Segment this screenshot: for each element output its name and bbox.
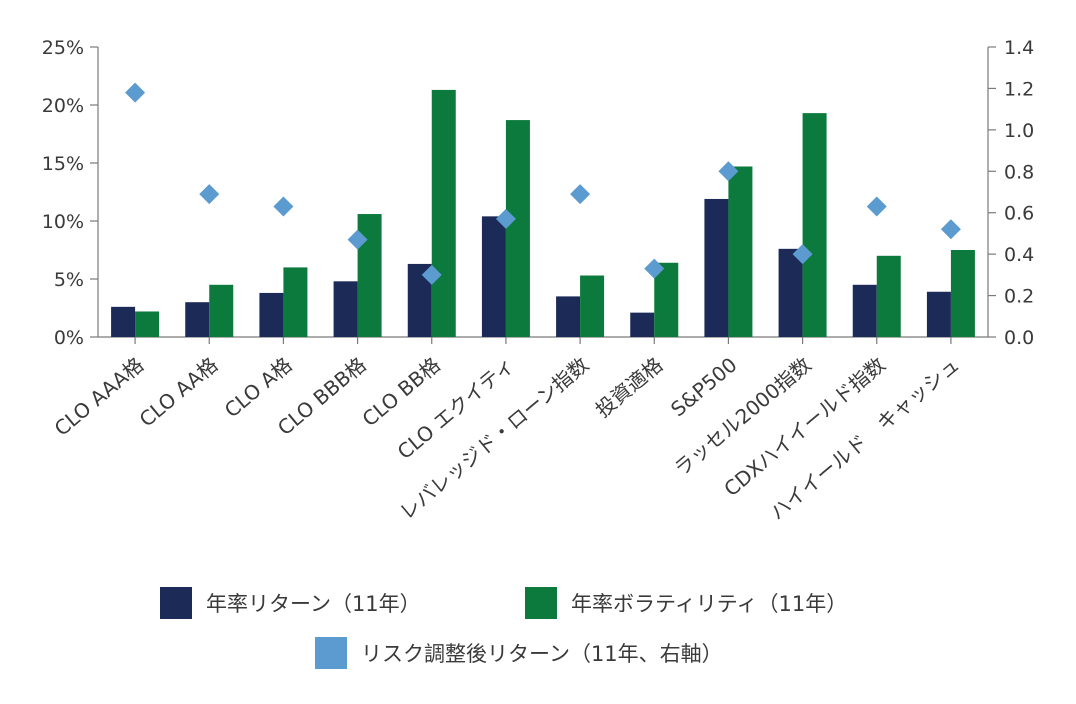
bar-return — [259, 292, 284, 337]
marker-risk-adjusted — [570, 184, 591, 205]
bar-volatility — [876, 255, 901, 337]
bar-volatility — [135, 311, 160, 337]
bar-volatility — [283, 267, 308, 337]
category-label: 投資適格 — [591, 352, 668, 422]
y-left-tick-label: 25% — [42, 37, 84, 59]
bar-return — [111, 306, 136, 337]
marker-risk-adjusted — [792, 244, 813, 265]
bar-return — [185, 302, 210, 337]
bar-return — [778, 248, 803, 337]
y-right-tick-label: 0.8 — [1004, 161, 1034, 183]
legend-item-volatility: 年率ボラティリティ（11年） — [525, 587, 847, 619]
y-right-tick-label: 0.4 — [1004, 244, 1034, 266]
legend-label-risk-adjusted: リスク調整後リターン（11年、右軸） — [361, 642, 723, 666]
bar-return — [704, 198, 729, 337]
legend-item-return: 年率リターン（11年） — [160, 587, 421, 619]
marker-risk-adjusted — [273, 196, 294, 217]
marker-risk-adjusted — [644, 258, 665, 279]
legend-swatch-volatility — [525, 587, 557, 619]
y-left-tick-label: 5% — [54, 269, 84, 291]
y-right-tick-label: 0.2 — [1004, 286, 1034, 308]
legend-swatch-return — [160, 587, 192, 619]
marker-risk-adjusted — [866, 196, 887, 217]
y-left-tick-label: 10% — [42, 211, 84, 233]
marker-risk-adjusted — [940, 219, 961, 240]
y-right-tick-label: 1.0 — [1004, 120, 1034, 142]
marker-risk-adjusted — [125, 82, 146, 103]
bar-volatility — [580, 275, 605, 337]
y-right-tick-label: 1.2 — [1004, 78, 1034, 100]
bar-return — [630, 312, 655, 337]
y-right-tick-label: 0.0 — [1004, 327, 1034, 349]
marker-risk-adjusted — [495, 208, 516, 229]
bar-return — [481, 216, 506, 337]
bar-volatility — [654, 262, 679, 337]
bar-volatility — [209, 284, 234, 337]
marker-risk-adjusted — [347, 229, 368, 250]
legend-label-return: 年率リターン（11年） — [206, 592, 421, 616]
bar-volatility — [431, 89, 456, 337]
y-left-tick-label: 20% — [42, 95, 84, 117]
bar-volatility — [505, 120, 530, 337]
bar-volatility — [357, 214, 382, 337]
marker-risk-adjusted — [199, 184, 220, 205]
bar-return — [926, 291, 951, 337]
category-label: CLO AA格 — [135, 352, 223, 431]
bar-volatility — [802, 113, 827, 338]
bar-volatility — [950, 250, 975, 337]
legend-swatch-risk-adjusted — [315, 637, 347, 669]
marker-risk-adjusted — [718, 161, 739, 182]
legend-label-volatility: 年率ボラティリティ（11年） — [571, 592, 848, 616]
bar-return — [852, 284, 877, 337]
y-left-tick-label: 0% — [54, 327, 84, 349]
y-right-tick-label: 1.4 — [1004, 37, 1034, 59]
y-right-tick-label: 0.6 — [1004, 203, 1034, 225]
legend-item-risk-adjusted: リスク調整後リターン（11年、右軸） — [315, 637, 723, 669]
bar-volatility — [728, 166, 753, 337]
bar-return — [556, 296, 581, 337]
bar-return — [333, 281, 358, 337]
marker-risk-adjusted — [421, 264, 442, 285]
y-left-tick-label: 15% — [42, 153, 84, 175]
category-label: ラッセル2000指数 — [669, 352, 815, 480]
category-label: CLO AAA格 — [50, 352, 149, 440]
